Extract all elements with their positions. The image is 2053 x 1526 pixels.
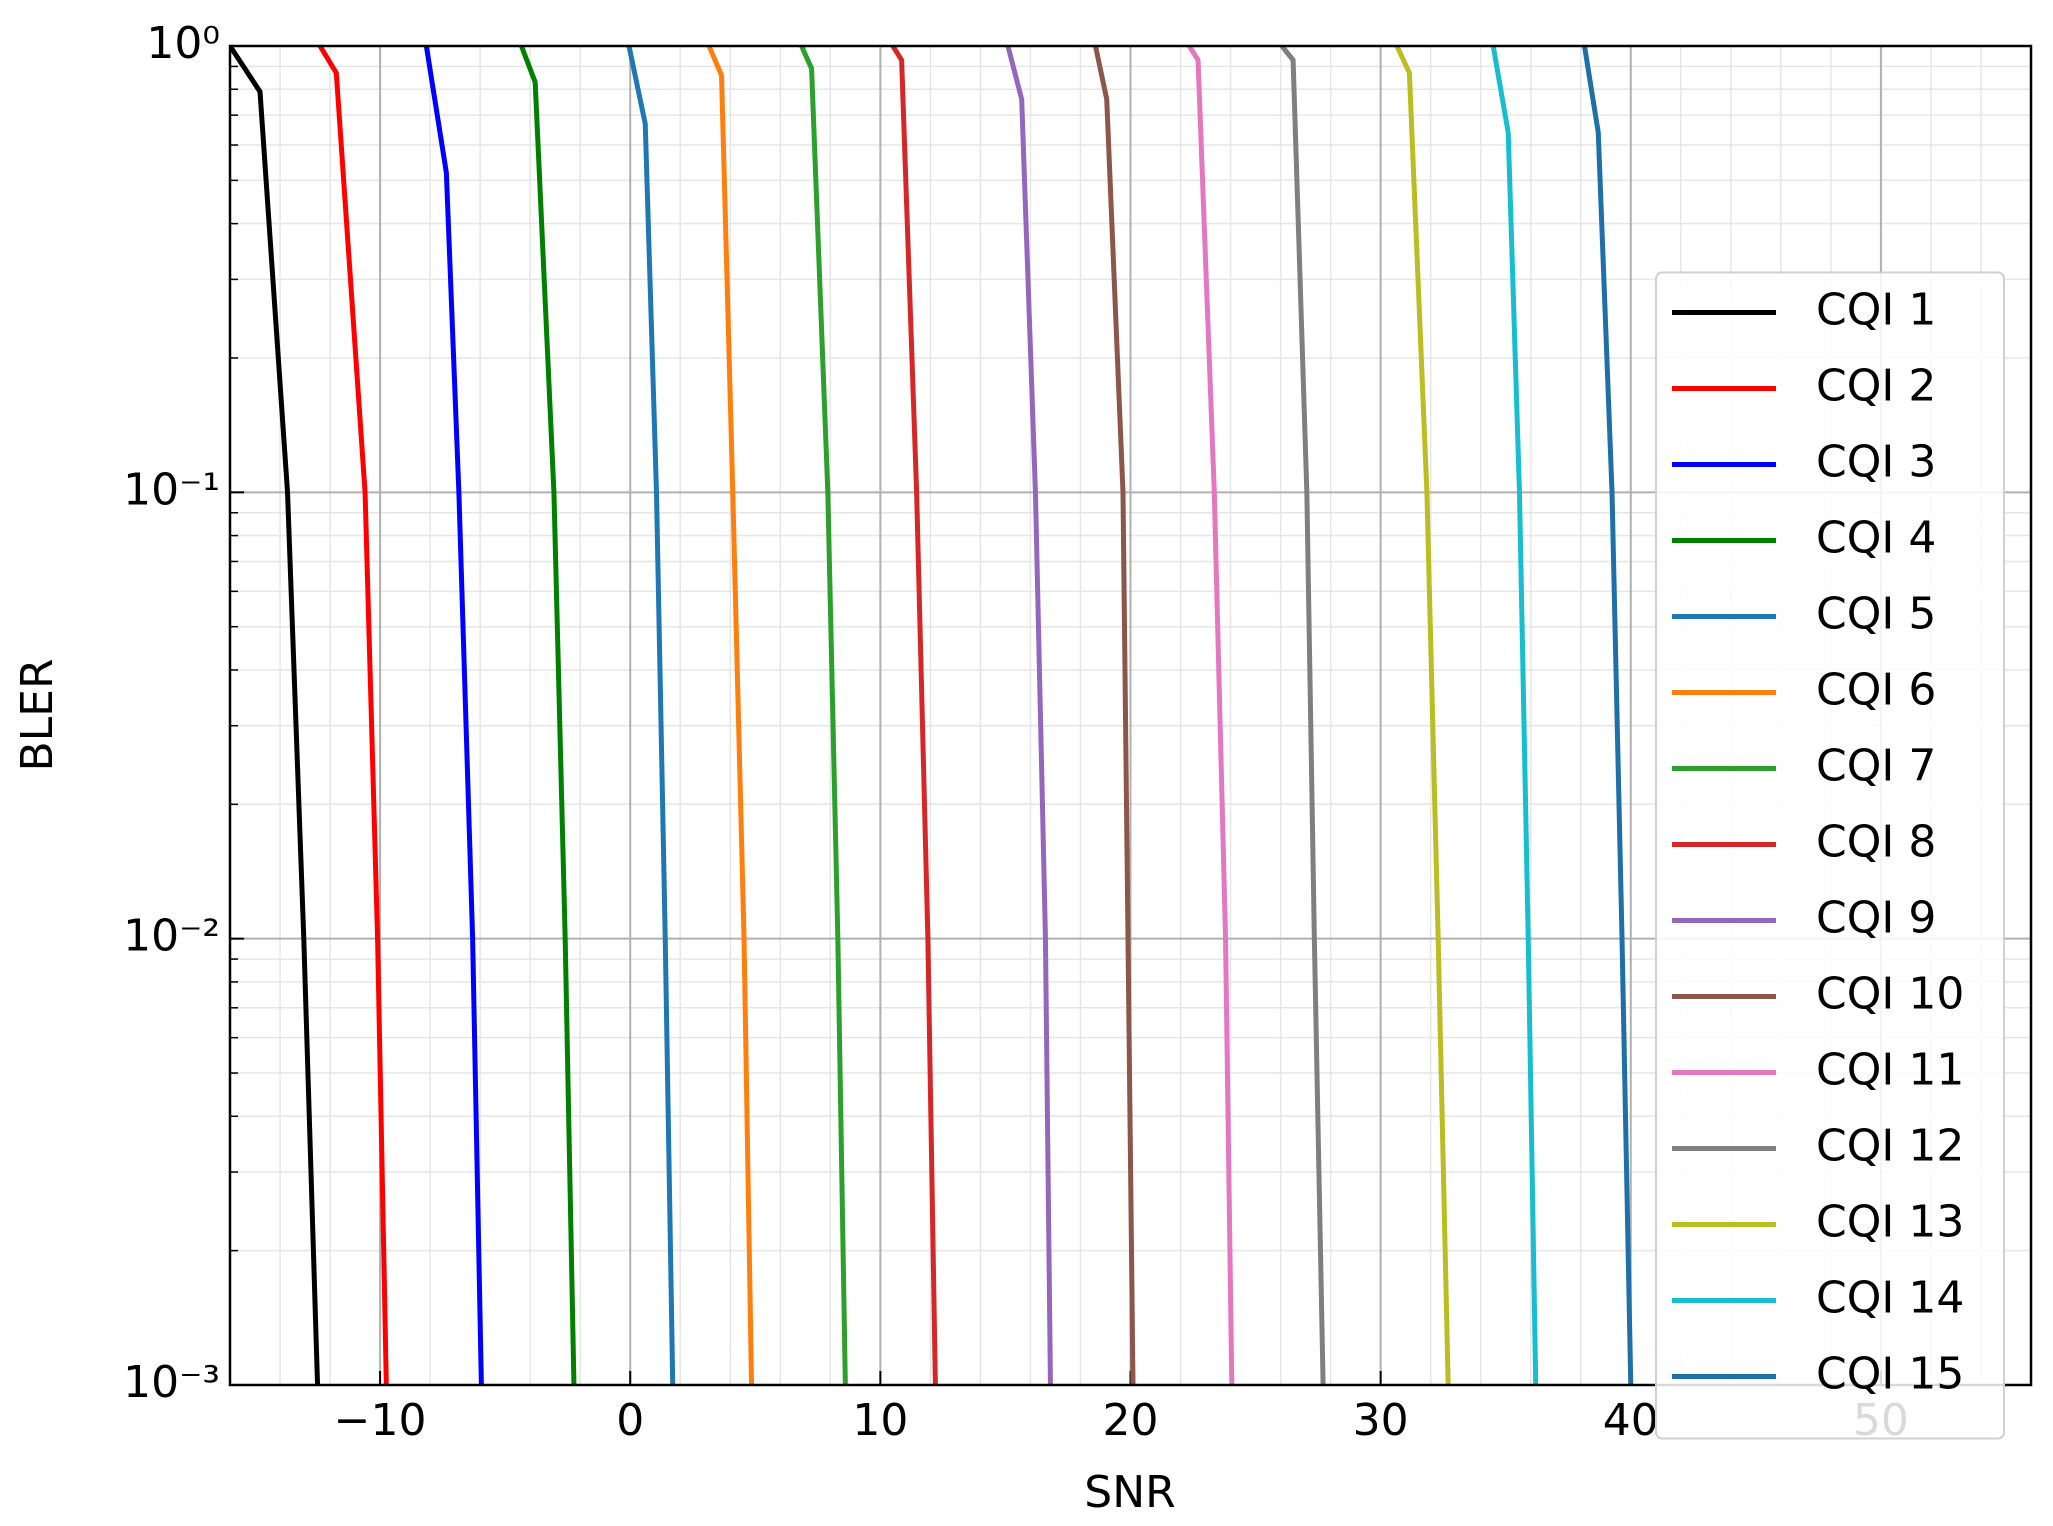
line — [519, 46, 577, 1385]
y-tick-label: 10⁻² — [123, 911, 220, 962]
y-tick-label: 10⁰ — [146, 18, 220, 69]
legend-label: CQI 2 — [1816, 361, 1936, 412]
plot-frame — [228, 44, 2033, 1387]
line — [799, 46, 848, 1385]
line — [1279, 46, 1326, 1385]
legend-label: CQI 4 — [1816, 513, 1936, 564]
legend-label: CQI 7 — [1816, 741, 1936, 792]
legend-label: CQI 3 — [1816, 437, 1936, 488]
legend-label: CQI 5 — [1816, 589, 1936, 640]
x-tick-label: 30 — [1353, 1395, 1409, 1446]
x-axis-label: SNR — [1084, 1467, 1175, 1518]
y-axis-label: BLER — [12, 658, 63, 771]
legend-label: CQI 1 — [1816, 285, 1936, 336]
line — [626, 46, 676, 1385]
line — [706, 46, 755, 1385]
legend-label: CQI 9 — [1816, 893, 1936, 944]
line — [1005, 46, 1053, 1385]
legend-label: CQI 11 — [1816, 1045, 1964, 1096]
legend-label: CQI 15 — [1816, 1349, 1964, 1400]
x-tick-label: −10 — [334, 1395, 427, 1446]
x-tick-label: 20 — [1103, 1395, 1159, 1446]
x-tick-label: 0 — [616, 1395, 644, 1446]
line — [230, 46, 321, 1385]
y-tick-label: 10⁻¹ — [123, 464, 220, 515]
legend-label: CQI 13 — [1816, 1197, 1964, 1248]
line — [317, 46, 389, 1385]
line — [1490, 46, 1539, 1385]
line — [1394, 46, 1451, 1385]
line — [1582, 46, 1634, 1385]
line — [1187, 46, 1235, 1385]
line — [890, 46, 938, 1385]
x-tick-label: 10 — [852, 1395, 908, 1446]
legend-label: CQI 12 — [1816, 1121, 1964, 1172]
legend-label: CQI 14 — [1816, 1273, 1964, 1324]
line — [1093, 46, 1136, 1385]
legend-label: CQI 8 — [1816, 817, 1936, 868]
line — [423, 46, 484, 1385]
x-tick-label: 40 — [1603, 1395, 1659, 1446]
legend-label: CQI 10 — [1816, 969, 1964, 1020]
y-tick-label: 10⁻³ — [123, 1357, 220, 1408]
legend-label: CQI 6 — [1816, 665, 1936, 716]
